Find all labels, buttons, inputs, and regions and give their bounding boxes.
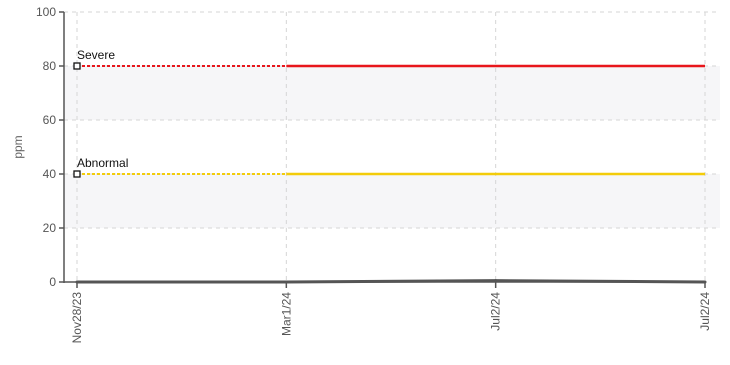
x-tick-label: Jul2/24 <box>489 292 503 331</box>
y-tick-label: 80 <box>43 59 57 73</box>
y-tick-label: 0 <box>49 275 56 289</box>
y-tick-label: 20 <box>43 221 57 235</box>
x-tick-label: Nov28/23 <box>70 292 84 344</box>
series-line <box>77 279 706 284</box>
y-tick-label: 40 <box>43 167 57 181</box>
x-tick-label: Jul2/24 <box>698 292 712 331</box>
threshold-marker <box>73 62 81 70</box>
threshold-label: Abnormal <box>77 156 128 170</box>
y-tick-label: 60 <box>43 113 57 127</box>
data-point <box>703 280 707 284</box>
plot-band <box>64 174 720 228</box>
x-tick-label: Mar1/24 <box>279 292 293 336</box>
plot-band <box>64 66 720 120</box>
data-point <box>284 280 288 284</box>
y-tick-label: 100 <box>36 5 56 19</box>
y-axis-label: ppm <box>11 135 25 158</box>
data-point <box>494 279 498 283</box>
threshold-label: Severe <box>77 48 115 62</box>
threshold-marker <box>73 170 81 178</box>
data-point <box>75 280 79 284</box>
